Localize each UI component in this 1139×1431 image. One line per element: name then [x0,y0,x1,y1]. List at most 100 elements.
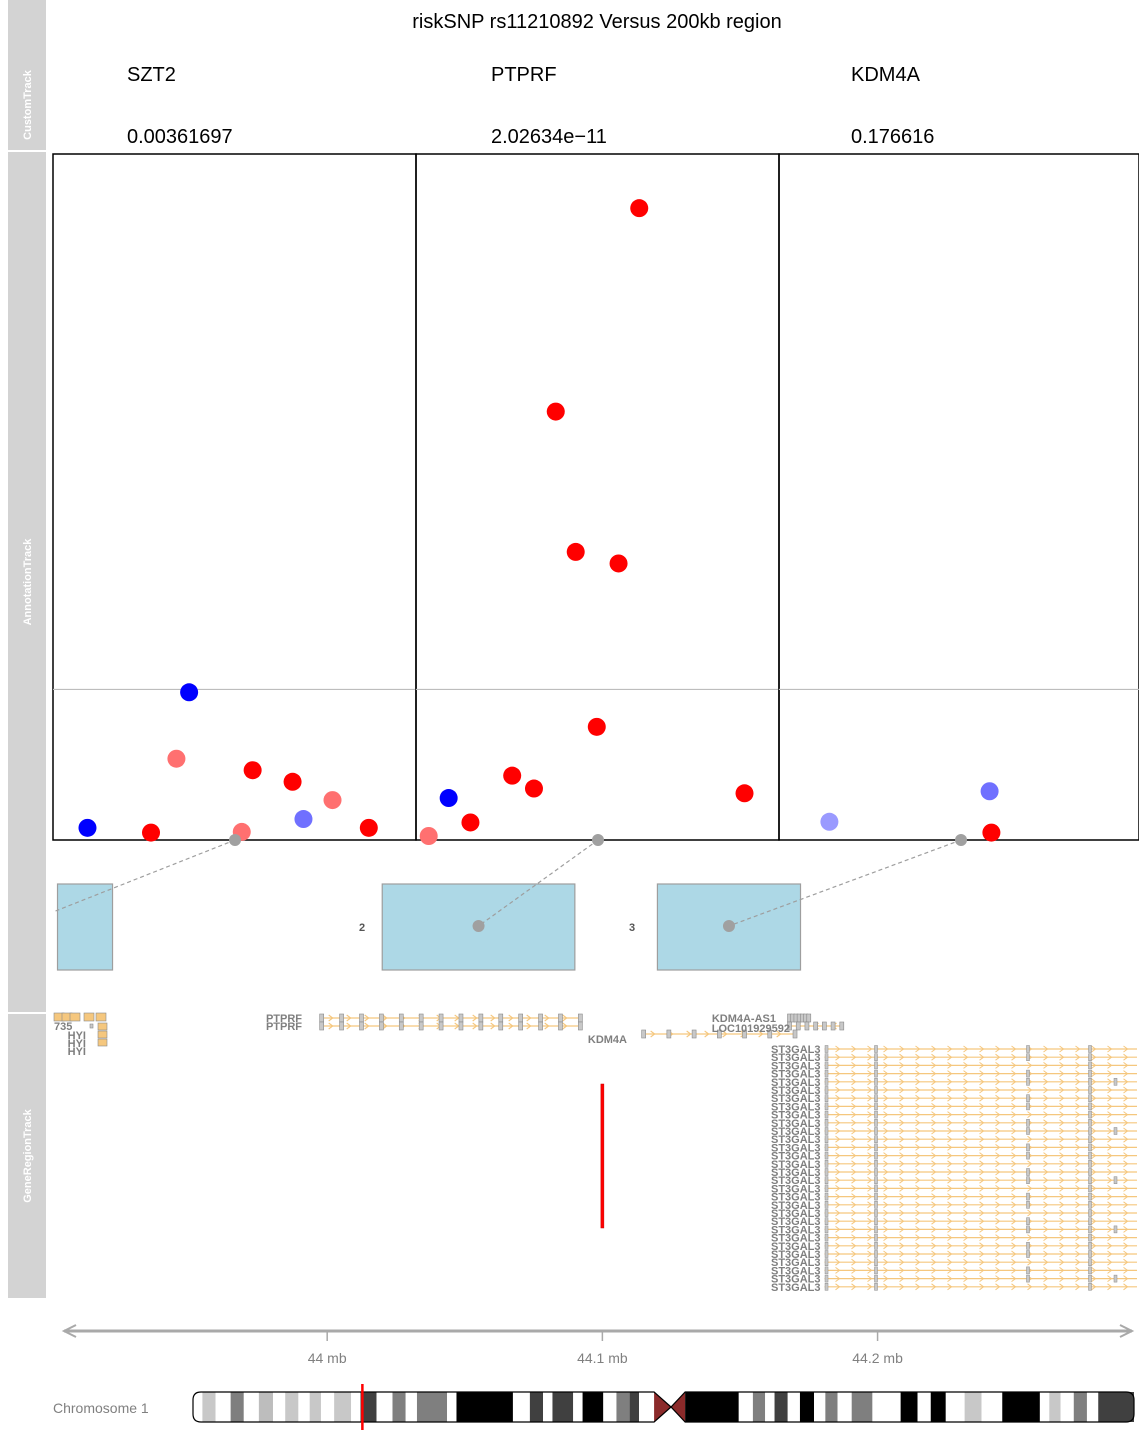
strand-arrow [1123,1103,1129,1110]
strand-arrow [931,1078,937,1086]
exon [874,1217,878,1225]
strand-arrow [979,1185,985,1192]
strand-arrow [899,1234,905,1241]
strand-arrow [1075,1242,1081,1250]
exon [1113,1127,1118,1135]
gene-label: ST3GAL3 [771,1060,821,1072]
strand-arrow [1123,1135,1129,1143]
strand-arrow [979,1242,985,1250]
strand-arrow [1123,1086,1129,1094]
strand-arrow [979,1078,985,1086]
data-point [461,813,480,832]
strand-arrow [1107,1201,1113,1209]
strand-arrow [851,1160,857,1168]
exon [1026,1102,1030,1111]
strand-arrow [915,1176,921,1184]
exon [1026,1143,1030,1152]
strand-arrow [867,1201,873,1209]
exon [666,1029,672,1039]
panel-value-label-1: 0.00361697 [127,126,233,148]
data-point [982,823,1001,842]
strand-arrow [1011,1045,1017,1053]
strand-arrow [1091,1103,1097,1110]
exon [1088,1192,1092,1201]
strand-arrow [979,1217,985,1225]
strand-arrow [979,1193,985,1200]
strand-arrow [867,1086,873,1094]
strand-arrow [899,1185,905,1192]
strand-arrow [963,1275,969,1282]
exon [95,1012,107,1022]
exon [795,1021,801,1031]
chromosome-band [851,1392,873,1422]
strand-arrow [1059,1250,1065,1258]
strand-arrow [915,1168,921,1176]
strand-arrow [1059,1070,1065,1077]
strand-arrow [867,1283,873,1291]
strand-arrow [346,1014,352,1022]
exon [824,1069,829,1078]
strand-arrow [835,1111,841,1118]
strand-arrow [867,1185,873,1192]
connector-dot [229,834,241,846]
strand-arrow [899,1086,905,1094]
chromosome-band [298,1392,310,1422]
strand-arrow [1011,1209,1017,1217]
gene-label: ST3GAL3 [771,1126,821,1138]
exon [538,1013,543,1023]
strand-arrow [1059,1226,1065,1233]
exon [824,1061,829,1070]
strand-arrow [1027,1086,1033,1094]
connector-dot [592,834,604,846]
strand-arrow [1075,1185,1081,1192]
strand-arrow [1107,1103,1113,1110]
gene-label: 735 [54,1021,72,1033]
strand-arrow [963,1185,969,1192]
data-point [167,749,186,768]
strand-arrow [995,1152,1001,1159]
strand-arrow [1123,1193,1129,1200]
strand-arrow [1091,1152,1097,1159]
strand-arrow [931,1168,937,1176]
gene-label: ST3GAL3 [771,1216,821,1228]
strand-arrow [1027,1209,1033,1217]
strand-arrow [995,1201,1001,1209]
strand-arrow [899,1135,905,1143]
strand-arrow [1123,1267,1129,1274]
strand-arrow [899,1226,905,1233]
strand-arrow [995,1267,1001,1274]
strand-arrow [1043,1267,1049,1274]
exon [874,1053,878,1061]
strand-arrow [867,1045,873,1053]
exon [578,1013,583,1023]
strand-arrow [979,1070,985,1077]
strand-arrow [995,1168,1001,1176]
exon [478,1013,484,1023]
chromosome-band [837,1392,852,1422]
strand-arrow [899,1242,905,1250]
chromosome-band [825,1392,838,1422]
exon [97,1038,108,1047]
strand-arrow [931,1267,937,1274]
strand-arrow [1059,1094,1065,1102]
strand-arrow [1059,1144,1065,1151]
strand-arrow [915,1193,921,1200]
chromosome-band [405,1392,417,1422]
strand-arrow [704,1030,710,1038]
data-point [323,791,342,810]
exon [874,1069,878,1078]
strand-arrow [851,1152,857,1159]
strand-arrow [1043,1086,1049,1094]
data-point [283,772,302,791]
strand-arrow [1091,1168,1097,1176]
strand-arrow [979,1111,985,1118]
strand-arrow [899,1070,905,1077]
strand-arrow [1043,1176,1049,1184]
exon [874,1250,878,1258]
strand-arrow [931,1201,937,1209]
exon [83,1012,95,1022]
strand-arrow [851,1193,857,1200]
exon [1026,1045,1030,1053]
strand-arrow [835,1217,841,1225]
chromosome-band [685,1392,739,1422]
